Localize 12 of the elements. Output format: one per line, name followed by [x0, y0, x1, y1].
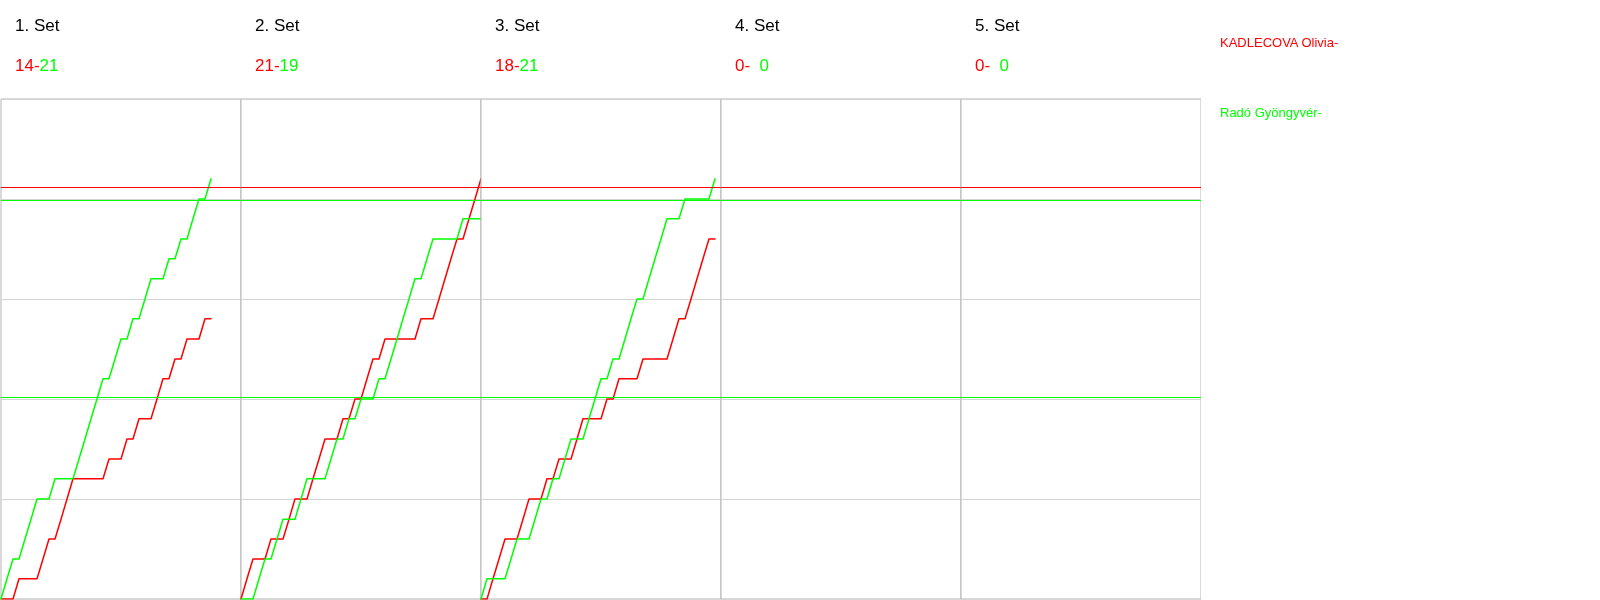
text: KADLECOVA Olivia-	[1220, 35, 1339, 50]
text: 4. Set	[735, 16, 780, 35]
chart-title: 1. Set	[15, 16, 60, 35]
chart-title: 3. Set	[495, 16, 540, 35]
text: Radó Gyöngyvér-	[1220, 105, 1322, 120]
chart-title: 2. Set	[255, 16, 300, 35]
text: 0- 0	[975, 56, 1010, 75]
text: 5. Set	[975, 16, 1020, 35]
chart-subtitle: 14-21	[15, 56, 59, 75]
chart-subtitle: 21-19	[255, 56, 299, 75]
text: 0- 0	[735, 56, 770, 75]
chart-subtitle: 18-21	[495, 56, 539, 75]
